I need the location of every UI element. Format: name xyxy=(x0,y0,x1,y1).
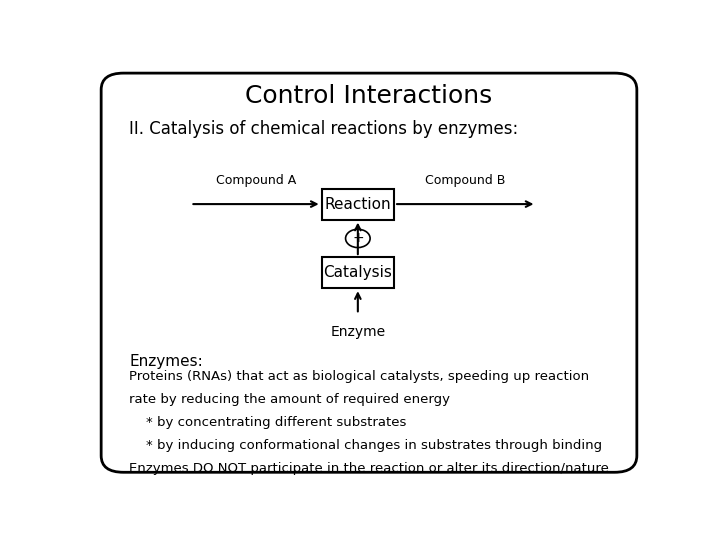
Text: rate by reducing the amount of required energy: rate by reducing the amount of required … xyxy=(129,393,450,406)
Text: +: + xyxy=(352,232,364,245)
FancyBboxPatch shape xyxy=(322,188,394,220)
FancyBboxPatch shape xyxy=(101,73,637,472)
Text: Control Interactions: Control Interactions xyxy=(246,84,492,108)
Text: Reaction: Reaction xyxy=(325,197,391,212)
Text: * by inducing conformational changes in substrates through binding: * by inducing conformational changes in … xyxy=(129,439,602,452)
Text: Enzyme: Enzyme xyxy=(330,325,385,339)
Text: * by concentrating different substrates: * by concentrating different substrates xyxy=(129,416,406,429)
Text: Enzymes DO NOT participate in the reaction or alter its direction/nature: Enzymes DO NOT participate in the reacti… xyxy=(129,462,609,475)
Text: Enzymes:: Enzymes: xyxy=(129,354,203,369)
Text: II. Catalysis of chemical reactions by enzymes:: II. Catalysis of chemical reactions by e… xyxy=(129,120,518,138)
Text: Proteins (RNAs) that act as biological catalysts, speeding up reaction: Proteins (RNAs) that act as biological c… xyxy=(129,370,589,383)
Text: Compound B: Compound B xyxy=(425,174,505,187)
Text: Compound A: Compound A xyxy=(216,174,296,187)
Text: Catalysis: Catalysis xyxy=(323,265,392,280)
FancyBboxPatch shape xyxy=(322,257,394,288)
